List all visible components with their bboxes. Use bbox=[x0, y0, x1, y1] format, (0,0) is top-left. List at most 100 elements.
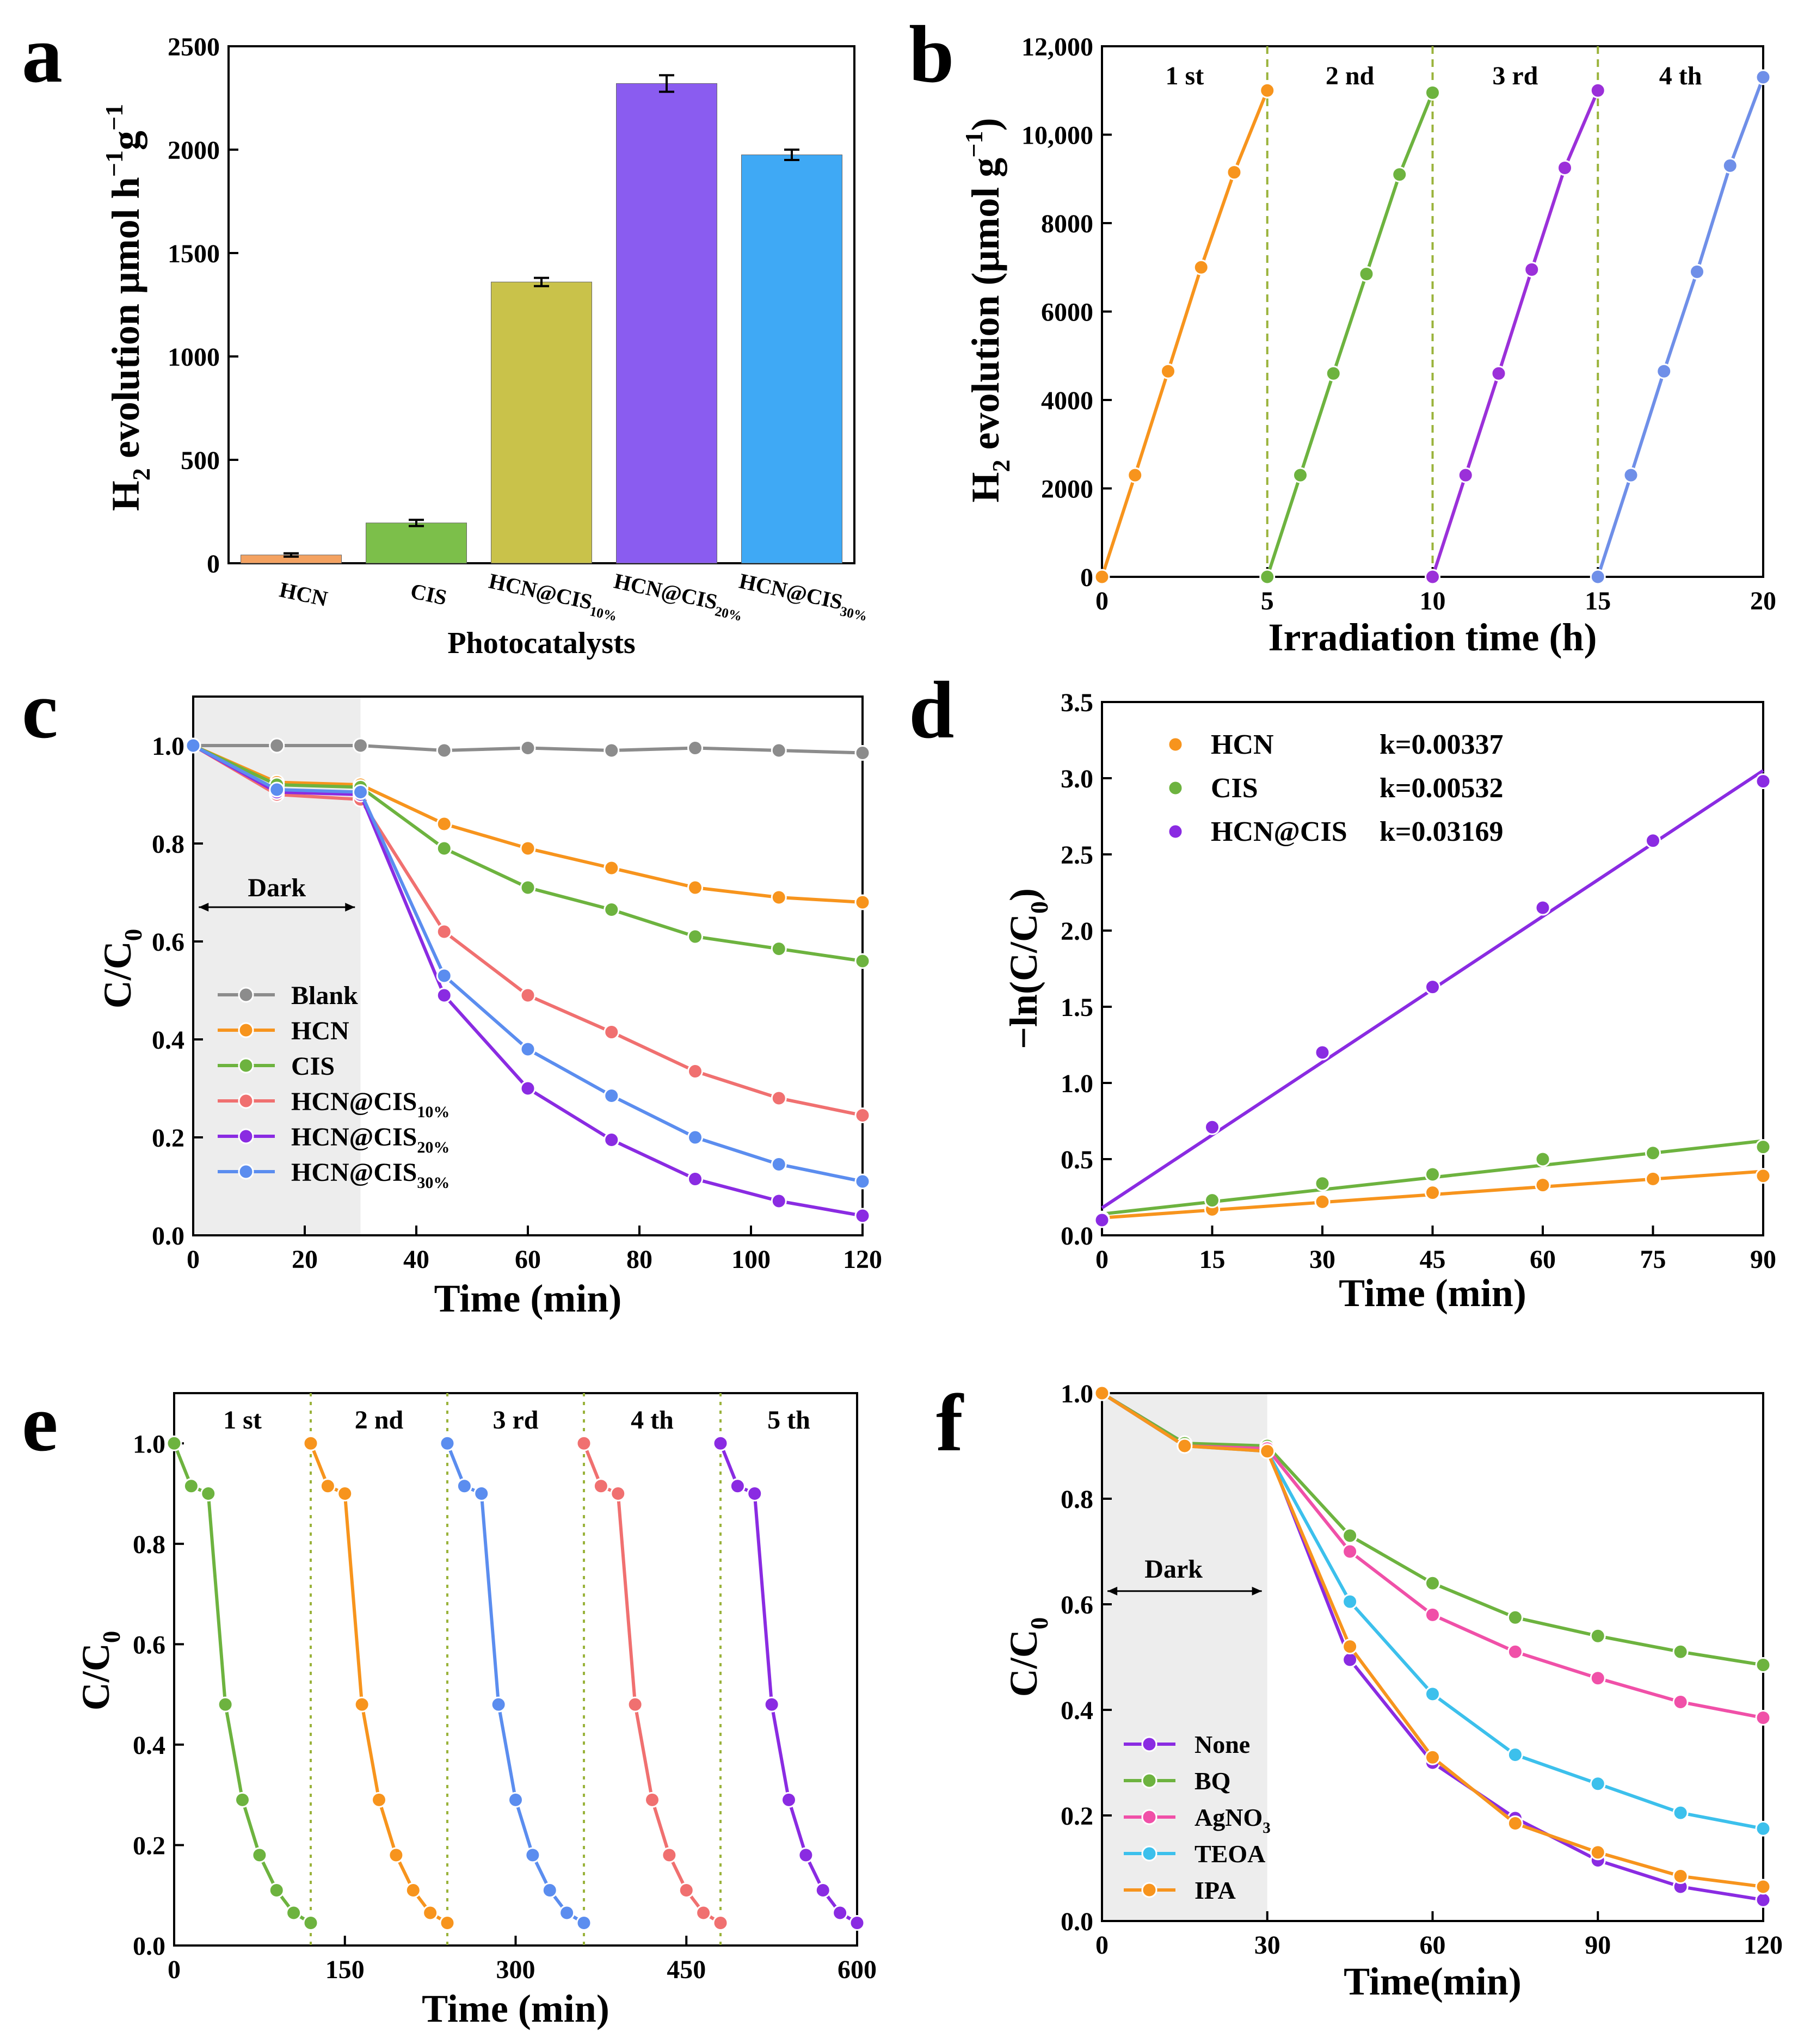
legend-label-base: IPA bbox=[1194, 1876, 1236, 1904]
data-point bbox=[687, 879, 703, 896]
x-tick-label: 5 bbox=[1261, 587, 1274, 615]
dark-arrow-head bbox=[1252, 1586, 1262, 1596]
y-title-rest: evolution (μmol g bbox=[964, 158, 1007, 460]
legend-marker bbox=[1141, 1809, 1157, 1825]
data-point bbox=[1314, 1175, 1331, 1192]
x-tick-label: 120 bbox=[843, 1245, 882, 1274]
data-point bbox=[1292, 467, 1308, 483]
data-point bbox=[525, 1847, 541, 1863]
y-tick-label: 0.0 bbox=[1061, 1907, 1093, 1936]
legend-marker bbox=[238, 1057, 254, 1074]
x-axis-title: Time (min) bbox=[1339, 1271, 1526, 1315]
legend-marker bbox=[238, 1093, 254, 1109]
legend-label: Blank bbox=[291, 981, 358, 1010]
y-tick-label: 1.0 bbox=[152, 732, 184, 761]
y-tick-label: 3.0 bbox=[1061, 765, 1093, 793]
y-tick-label: 0.0 bbox=[133, 1932, 165, 1961]
data-point bbox=[1342, 1528, 1358, 1544]
data-point bbox=[520, 840, 536, 857]
data-point bbox=[1391, 167, 1408, 183]
data-point bbox=[854, 894, 871, 910]
y-tick-label: 10,000 bbox=[1021, 121, 1093, 150]
y-axis-title: H2 evolution μmol h−1g−1 bbox=[100, 104, 155, 511]
y-tick-label: 0.8 bbox=[133, 1530, 165, 1559]
x-tick-label: 120 bbox=[1744, 1931, 1783, 1960]
dark-region bbox=[1102, 1393, 1267, 1921]
data-point bbox=[520, 1080, 536, 1097]
x-tick-label: 30 bbox=[1254, 1931, 1280, 1960]
data-point bbox=[436, 924, 452, 940]
data-point bbox=[1590, 1844, 1606, 1861]
data-point bbox=[1755, 1139, 1771, 1155]
y-tick-label: 1.0 bbox=[1061, 1069, 1093, 1098]
data-point bbox=[303, 1435, 319, 1451]
data-point bbox=[798, 1847, 814, 1863]
category-label-base: CIS bbox=[409, 578, 449, 610]
data-point bbox=[678, 1882, 694, 1898]
category-label: HCN@CIS10% bbox=[486, 569, 621, 624]
data-point bbox=[200, 1486, 217, 1502]
data-point bbox=[541, 1882, 558, 1898]
legend-label-base: HCN@CIS bbox=[291, 1087, 417, 1116]
data-point bbox=[604, 1024, 620, 1040]
data-point bbox=[610, 1486, 626, 1502]
category-label-base: HCN@CIS bbox=[487, 569, 594, 614]
x-tick-label: 300 bbox=[496, 1955, 535, 1984]
legend-label: AgNO3 bbox=[1194, 1803, 1271, 1837]
data-point bbox=[185, 737, 201, 754]
data-point bbox=[405, 1882, 421, 1898]
data-point bbox=[1535, 900, 1551, 916]
data-point bbox=[1425, 1185, 1440, 1201]
x-tick-label: 20 bbox=[292, 1245, 318, 1274]
x-tick-label: 90 bbox=[1750, 1245, 1776, 1274]
data-point bbox=[687, 1129, 703, 1146]
y-title-end: ) bbox=[1002, 888, 1045, 901]
data-point bbox=[1457, 467, 1474, 483]
data-point bbox=[1672, 1643, 1689, 1660]
data-point bbox=[849, 1914, 865, 1931]
y-title-end: ) bbox=[964, 118, 1007, 131]
x-tick-label: 0 bbox=[1095, 1931, 1109, 1960]
data-point bbox=[319, 1478, 336, 1494]
x-tick-label: 90 bbox=[1585, 1931, 1611, 1960]
x-tick-label: 80 bbox=[626, 1245, 652, 1274]
data-point bbox=[456, 1478, 472, 1494]
y-axis-title: −ln(C/C0) bbox=[1002, 888, 1053, 1049]
legend-label: IPA bbox=[1194, 1876, 1236, 1904]
y-tick-label: 0.8 bbox=[1061, 1485, 1093, 1514]
data-point bbox=[473, 1486, 490, 1502]
legend-label: HCN@CIS bbox=[1211, 816, 1347, 847]
legend-marker bbox=[1141, 1736, 1157, 1752]
y-tick-label: 500 bbox=[181, 446, 220, 475]
data-point bbox=[490, 1696, 507, 1713]
data-point bbox=[1645, 833, 1661, 849]
legend-marker bbox=[1141, 1882, 1157, 1898]
data-point bbox=[1160, 363, 1176, 379]
panel-b: b 0 2000 4000 6000 8000 10,000 12,000 0 5 10 15 20 1 … bbox=[909, 9, 1776, 659]
data-point bbox=[1672, 1694, 1689, 1710]
data-point bbox=[771, 1090, 787, 1106]
data-point bbox=[1358, 266, 1375, 282]
y-title-sup: −1 bbox=[100, 150, 128, 177]
y-axis-title-sub: 0 bbox=[1026, 1617, 1053, 1630]
cycle-line bbox=[173, 1443, 312, 1925]
y-title-sup: −1 bbox=[100, 104, 128, 131]
x-tick-label: 0 bbox=[1095, 587, 1109, 615]
y-tick-label: 12,000 bbox=[1021, 33, 1093, 61]
bar bbox=[491, 281, 592, 564]
category-label-base: HCN bbox=[278, 577, 330, 612]
data-point bbox=[1507, 1815, 1523, 1832]
data-point bbox=[422, 1905, 439, 1921]
dark-arrow-head bbox=[345, 903, 355, 912]
y-axis-title-base: C/C bbox=[1002, 1629, 1045, 1697]
category-label: HCN@CIS20% bbox=[611, 569, 747, 624]
y-tick-label: 2000 bbox=[168, 136, 220, 165]
cycle-line bbox=[582, 1443, 722, 1925]
legend-label-base: HCN@CIS bbox=[291, 1123, 417, 1152]
data-point bbox=[576, 1435, 592, 1451]
y-title-main: −ln(C/C bbox=[1002, 914, 1045, 1049]
bar bbox=[366, 522, 467, 564]
dark-label: Dark bbox=[248, 873, 306, 902]
data-point bbox=[436, 987, 452, 1003]
